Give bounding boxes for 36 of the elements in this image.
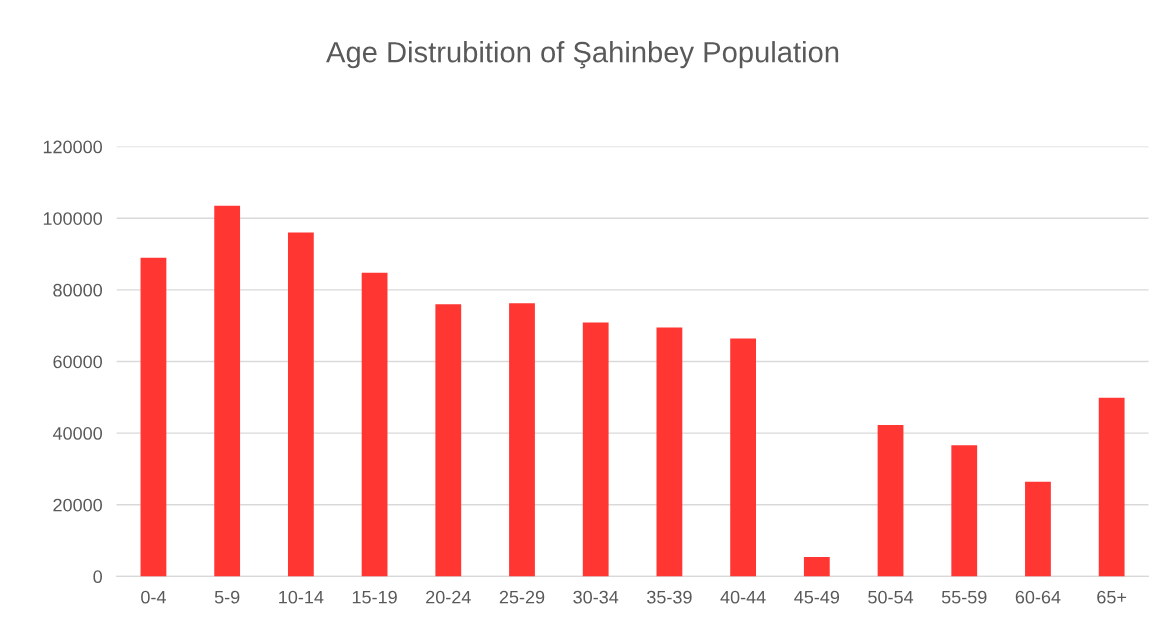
bar: [509, 303, 535, 577]
bar: [1025, 481, 1051, 577]
x-tick-label: 35-39: [647, 590, 692, 604]
x-tick-label: 25-29: [499, 590, 545, 604]
bar: [803, 557, 830, 577]
y-tick-label: 60000: [53, 355, 103, 369]
bar: [951, 445, 978, 577]
y-tick-label: 120000: [43, 140, 103, 154]
x-tick-label: 55-59: [941, 590, 987, 604]
x-tick-label: 45-49: [794, 590, 840, 604]
x-tick-label: 5-9: [214, 590, 240, 604]
x-tick-label: 15-19: [352, 590, 397, 604]
y-tick-label: 20000: [53, 498, 103, 512]
x-tick-label: 0-4: [141, 590, 166, 604]
x-tick-label: 30-34: [573, 590, 619, 604]
y-tick-label: 100000: [43, 212, 103, 225]
x-tick-label: 40-44: [720, 590, 766, 604]
bar: [214, 205, 241, 577]
x-tick-label: 10-14: [279, 590, 324, 604]
x-tick-label: 20-24: [426, 590, 471, 604]
bar: [140, 257, 167, 577]
x-tick-label: 60-64: [1015, 590, 1061, 604]
x-tick-label: 50-54: [868, 590, 914, 604]
bar: [582, 322, 609, 577]
x-tick-label: 65+: [1097, 590, 1127, 604]
y-tick-label: 40000: [52, 427, 103, 440]
bar: [730, 338, 757, 577]
bar: [361, 272, 388, 577]
bar: [287, 232, 314, 577]
bar: [435, 304, 462, 577]
bar: [1098, 397, 1125, 577]
chart-title: Age Distrubition of Şahinbey Population: [326, 41, 839, 69]
y-tick-label: 0: [93, 570, 103, 584]
y-tick-label: 80000: [53, 283, 103, 297]
bar: [656, 327, 683, 577]
bar: [877, 424, 904, 577]
